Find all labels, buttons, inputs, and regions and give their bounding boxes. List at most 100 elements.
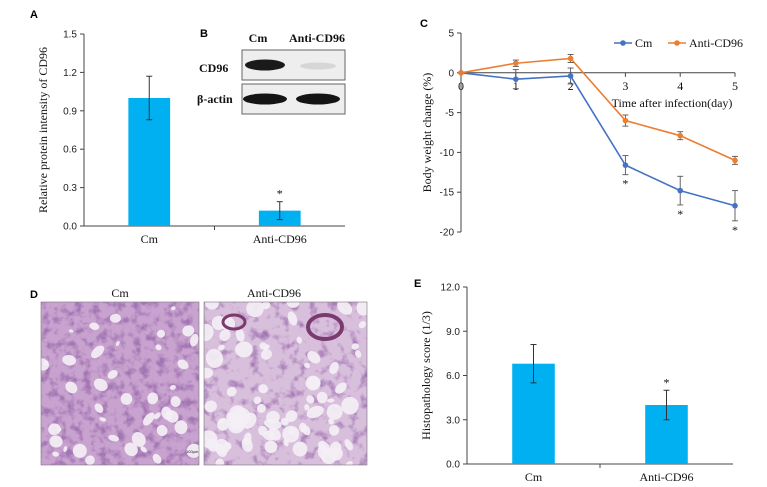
alveolus [264, 418, 282, 430]
alveolus [219, 329, 231, 342]
alveolus [177, 359, 189, 370]
alveolus [253, 396, 262, 405]
y-axis-title: Relative protein intensity of CD96 [36, 47, 50, 213]
alveolus [292, 441, 308, 457]
alveolus [258, 384, 268, 394]
alveolus [94, 403, 104, 413]
blot-col-anti-cd96: Anti-CD96 [289, 31, 345, 45]
alveolus [169, 384, 176, 390]
alveolus [91, 345, 105, 359]
alveolus [205, 302, 219, 310]
alveolus [48, 423, 61, 436]
alveolus [320, 447, 337, 465]
vessel-ring [221, 313, 247, 331]
alveolus [260, 349, 273, 360]
alveolus [326, 403, 343, 420]
alveolus [226, 386, 237, 397]
x-category-label-1: Anti-CD96 [253, 232, 307, 246]
alveolus [259, 342, 268, 350]
alveolus [344, 439, 354, 451]
data-point-0 [622, 162, 629, 168]
alveolus [337, 302, 353, 315]
alveolus [296, 336, 303, 344]
alveolus [204, 367, 214, 379]
y-tick-label: -10 [440, 148, 455, 159]
alveolus [99, 417, 107, 422]
bronchiole-ring [306, 313, 344, 341]
histology-label-cm: Cm [111, 286, 129, 300]
alveolus [89, 322, 100, 331]
y-tick-label: 0.0 [446, 460, 460, 471]
histology-panels: Cm Anti-CD96 100μm [40, 286, 368, 466]
alveolus [131, 432, 146, 447]
alveolus [246, 302, 264, 318]
y-axis-title: Histopathology score (1/3) [419, 311, 433, 440]
alveolus [299, 422, 307, 433]
alveolus [327, 398, 335, 403]
alveolus [115, 341, 120, 346]
alveolus [156, 424, 168, 437]
alveolus [304, 404, 310, 411]
alveolus [43, 360, 49, 366]
data-point-1 [567, 55, 574, 62]
alveolus [152, 453, 162, 464]
data-point-1 [732, 157, 738, 164]
alveolus [335, 382, 347, 394]
x-category-label-1: Anti-CD96 [640, 470, 694, 484]
y-tick-label: 5 [448, 29, 454, 40]
alveolus [63, 446, 68, 452]
alveolus [49, 435, 63, 448]
data-point-0 [513, 76, 519, 82]
x-tick-label: 5 [732, 79, 738, 93]
y-tick-label: 0.9 [63, 106, 77, 117]
alveolus [345, 460, 353, 465]
alveolus [235, 341, 253, 358]
alveolus [65, 381, 78, 394]
alveolus [356, 302, 367, 316]
alveolus [120, 393, 133, 405]
alveolus [285, 410, 298, 423]
alveolus [72, 443, 87, 458]
alveolus [328, 418, 335, 425]
alveolus [256, 403, 266, 413]
data-point-0 [732, 202, 738, 209]
alveolus [235, 328, 245, 342]
y-tick-label: 1.2 [63, 68, 77, 79]
panel-label-c: C [420, 18, 428, 30]
data-point-1 [622, 117, 629, 124]
alveolus [204, 323, 214, 342]
y-tick-label: -15 [440, 188, 455, 199]
alveolus [262, 430, 276, 441]
data-point-1 [458, 70, 464, 76]
alveolus [280, 417, 289, 426]
x-category-label-0: Cm [141, 232, 159, 246]
alveolus [154, 412, 161, 420]
alveolus [156, 329, 166, 338]
series-line-0 [460, 72, 736, 207]
data-point-0 [677, 187, 683, 194]
y-tick-label: -20 [440, 228, 455, 239]
alveolus [124, 442, 138, 457]
alveolus [85, 455, 95, 465]
alveolus [68, 329, 74, 333]
alveolus [143, 412, 155, 426]
alveolus [224, 442, 232, 450]
y-tick-label: 3.0 [446, 415, 460, 426]
histology-image-anti-cd96 [204, 302, 367, 465]
alveolus [190, 333, 199, 347]
alveolus [108, 434, 120, 442]
alveolus [316, 391, 328, 404]
chart-e-histopathology: 0.0 3.0 6.0 9.0 12.0 Cm * Anti-CD96 Histopatholo… [419, 283, 733, 484]
y-axis-title: Body weight change (%) [420, 73, 434, 193]
data-point-1 [513, 60, 519, 67]
alveolus [186, 443, 199, 458]
alveolus [93, 378, 108, 391]
alveolus [205, 348, 224, 368]
alveolus [155, 344, 162, 351]
y-tick-label: 0.0 [63, 222, 77, 233]
alveolus [147, 392, 159, 405]
alveolus [170, 396, 181, 407]
alveolus [107, 370, 118, 379]
